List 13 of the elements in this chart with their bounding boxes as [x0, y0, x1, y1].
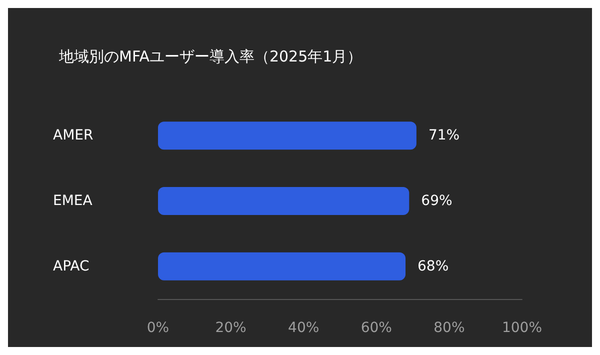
- y-tick-label: EMEA: [53, 193, 93, 209]
- x-tick-label: 60%: [360, 320, 392, 336]
- data-label: 69%: [421, 193, 452, 209]
- y-tick-label: AMER: [53, 128, 94, 144]
- y-tick-label: APAC: [53, 258, 90, 274]
- x-tick-label: 20%: [215, 320, 246, 336]
- x-tick-label: 100%: [502, 320, 542, 336]
- data-label: 71%: [428, 128, 460, 144]
- chart-title: 地域別のMFAユーザー導入率（2025年1月）: [58, 48, 362, 66]
- x-tick-label: 40%: [288, 320, 320, 336]
- x-tick-label: 80%: [434, 320, 465, 336]
- x-tick-label: 0%: [146, 320, 170, 336]
- data-label: 68%: [418, 258, 449, 274]
